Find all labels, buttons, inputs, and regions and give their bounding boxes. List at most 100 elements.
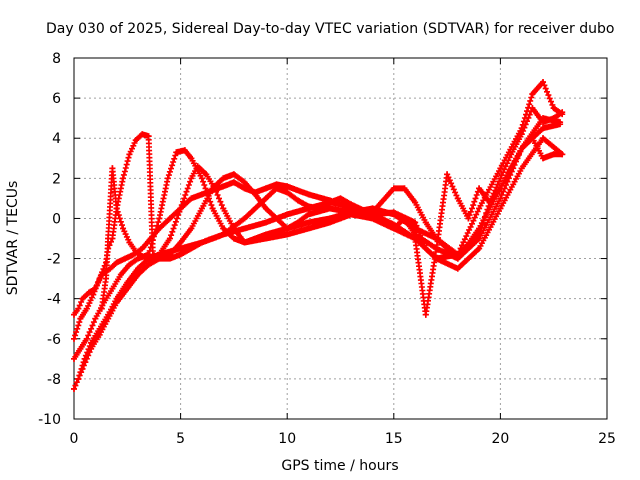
y-tick-label: -10 — [38, 412, 61, 428]
y-tick-label: 4 — [52, 131, 61, 147]
x-tick-label: 25 — [598, 431, 616, 447]
data-point — [130, 251, 137, 258]
data-point — [390, 211, 397, 218]
data-point — [71, 355, 77, 362]
data-point — [120, 225, 127, 232]
data-point — [166, 235, 173, 242]
data-point — [305, 219, 312, 226]
data-point — [203, 171, 210, 178]
data-point — [465, 215, 472, 222]
data-point — [120, 175, 127, 182]
data-point — [305, 191, 312, 198]
data-point — [166, 215, 173, 222]
data-point — [124, 285, 131, 292]
data-point — [337, 195, 344, 202]
data-point — [284, 189, 291, 196]
data-point — [134, 271, 141, 278]
data-point — [518, 131, 525, 138]
data-point — [194, 163, 201, 170]
data-point — [113, 259, 120, 266]
data-point — [241, 225, 248, 232]
data-point — [177, 245, 184, 252]
x-axis-title: GPS time / hours — [281, 458, 398, 474]
data-point — [305, 203, 312, 210]
data-point — [92, 315, 99, 322]
data-point — [188, 195, 195, 202]
data-point — [145, 133, 152, 140]
data-point — [454, 265, 461, 272]
data-point — [198, 175, 205, 182]
data-point — [188, 175, 195, 182]
data-point — [98, 305, 105, 312]
series-day-5 — [98, 105, 566, 318]
data-point — [412, 219, 419, 226]
y-axis-title: SDTVAR / TECUs — [5, 181, 21, 296]
data-point — [497, 205, 504, 212]
data-point — [83, 305, 90, 312]
data-point — [83, 335, 90, 342]
data-point — [177, 251, 184, 258]
data-point — [156, 215, 163, 222]
x-tick-label: 10 — [278, 431, 296, 447]
data-point — [508, 165, 515, 172]
x-tick-label: 0 — [70, 431, 79, 447]
data-point — [305, 225, 312, 232]
data-point — [273, 181, 280, 188]
data-point — [77, 345, 84, 352]
data-point — [122, 255, 129, 262]
data-point — [181, 147, 188, 154]
data-point — [220, 175, 227, 182]
data-point — [88, 345, 95, 352]
data-point — [422, 311, 429, 318]
data-point — [241, 185, 248, 192]
data-point — [476, 205, 483, 212]
data-points — [71, 79, 566, 392]
data-point — [433, 235, 440, 242]
data-point — [369, 209, 376, 216]
data-point — [559, 109, 566, 116]
data-point — [508, 151, 515, 158]
data-point — [476, 185, 483, 192]
data-point — [198, 205, 205, 212]
y-tick-label: 2 — [52, 171, 61, 187]
data-point — [540, 79, 547, 86]
data-point — [262, 205, 269, 212]
data-point — [497, 195, 504, 202]
data-point — [147, 235, 154, 242]
data-point — [198, 191, 205, 198]
data-point — [326, 205, 333, 212]
data-point — [476, 245, 483, 252]
data-point — [401, 185, 408, 192]
data-point — [85, 289, 92, 296]
data-point — [92, 285, 99, 292]
data-point — [262, 185, 269, 192]
data-point — [230, 179, 237, 186]
data-point — [557, 121, 564, 128]
data-point — [134, 265, 141, 272]
data-point — [284, 225, 291, 232]
y-tick-label: 0 — [52, 211, 61, 227]
data-point — [422, 219, 429, 226]
data-point — [284, 231, 291, 238]
data-point — [105, 235, 112, 242]
data-point — [412, 199, 419, 206]
data-point — [294, 197, 301, 204]
data-point — [529, 135, 536, 142]
x-tick-label: 5 — [176, 431, 185, 447]
data-point — [412, 235, 419, 242]
y-tick-label: -4 — [47, 292, 61, 308]
data-point — [273, 215, 280, 222]
data-point — [476, 231, 483, 238]
data-point — [156, 225, 163, 232]
data-point — [79, 295, 86, 302]
data-point — [102, 275, 109, 282]
data-point — [113, 205, 120, 212]
chart-title: Day 030 of 2025, Sidereal Day-to-day VTE… — [46, 21, 614, 37]
data-point — [177, 205, 184, 212]
data-point — [198, 239, 205, 246]
data-point — [126, 151, 133, 158]
data-point — [486, 199, 493, 206]
y-tick-label: -2 — [47, 252, 61, 268]
